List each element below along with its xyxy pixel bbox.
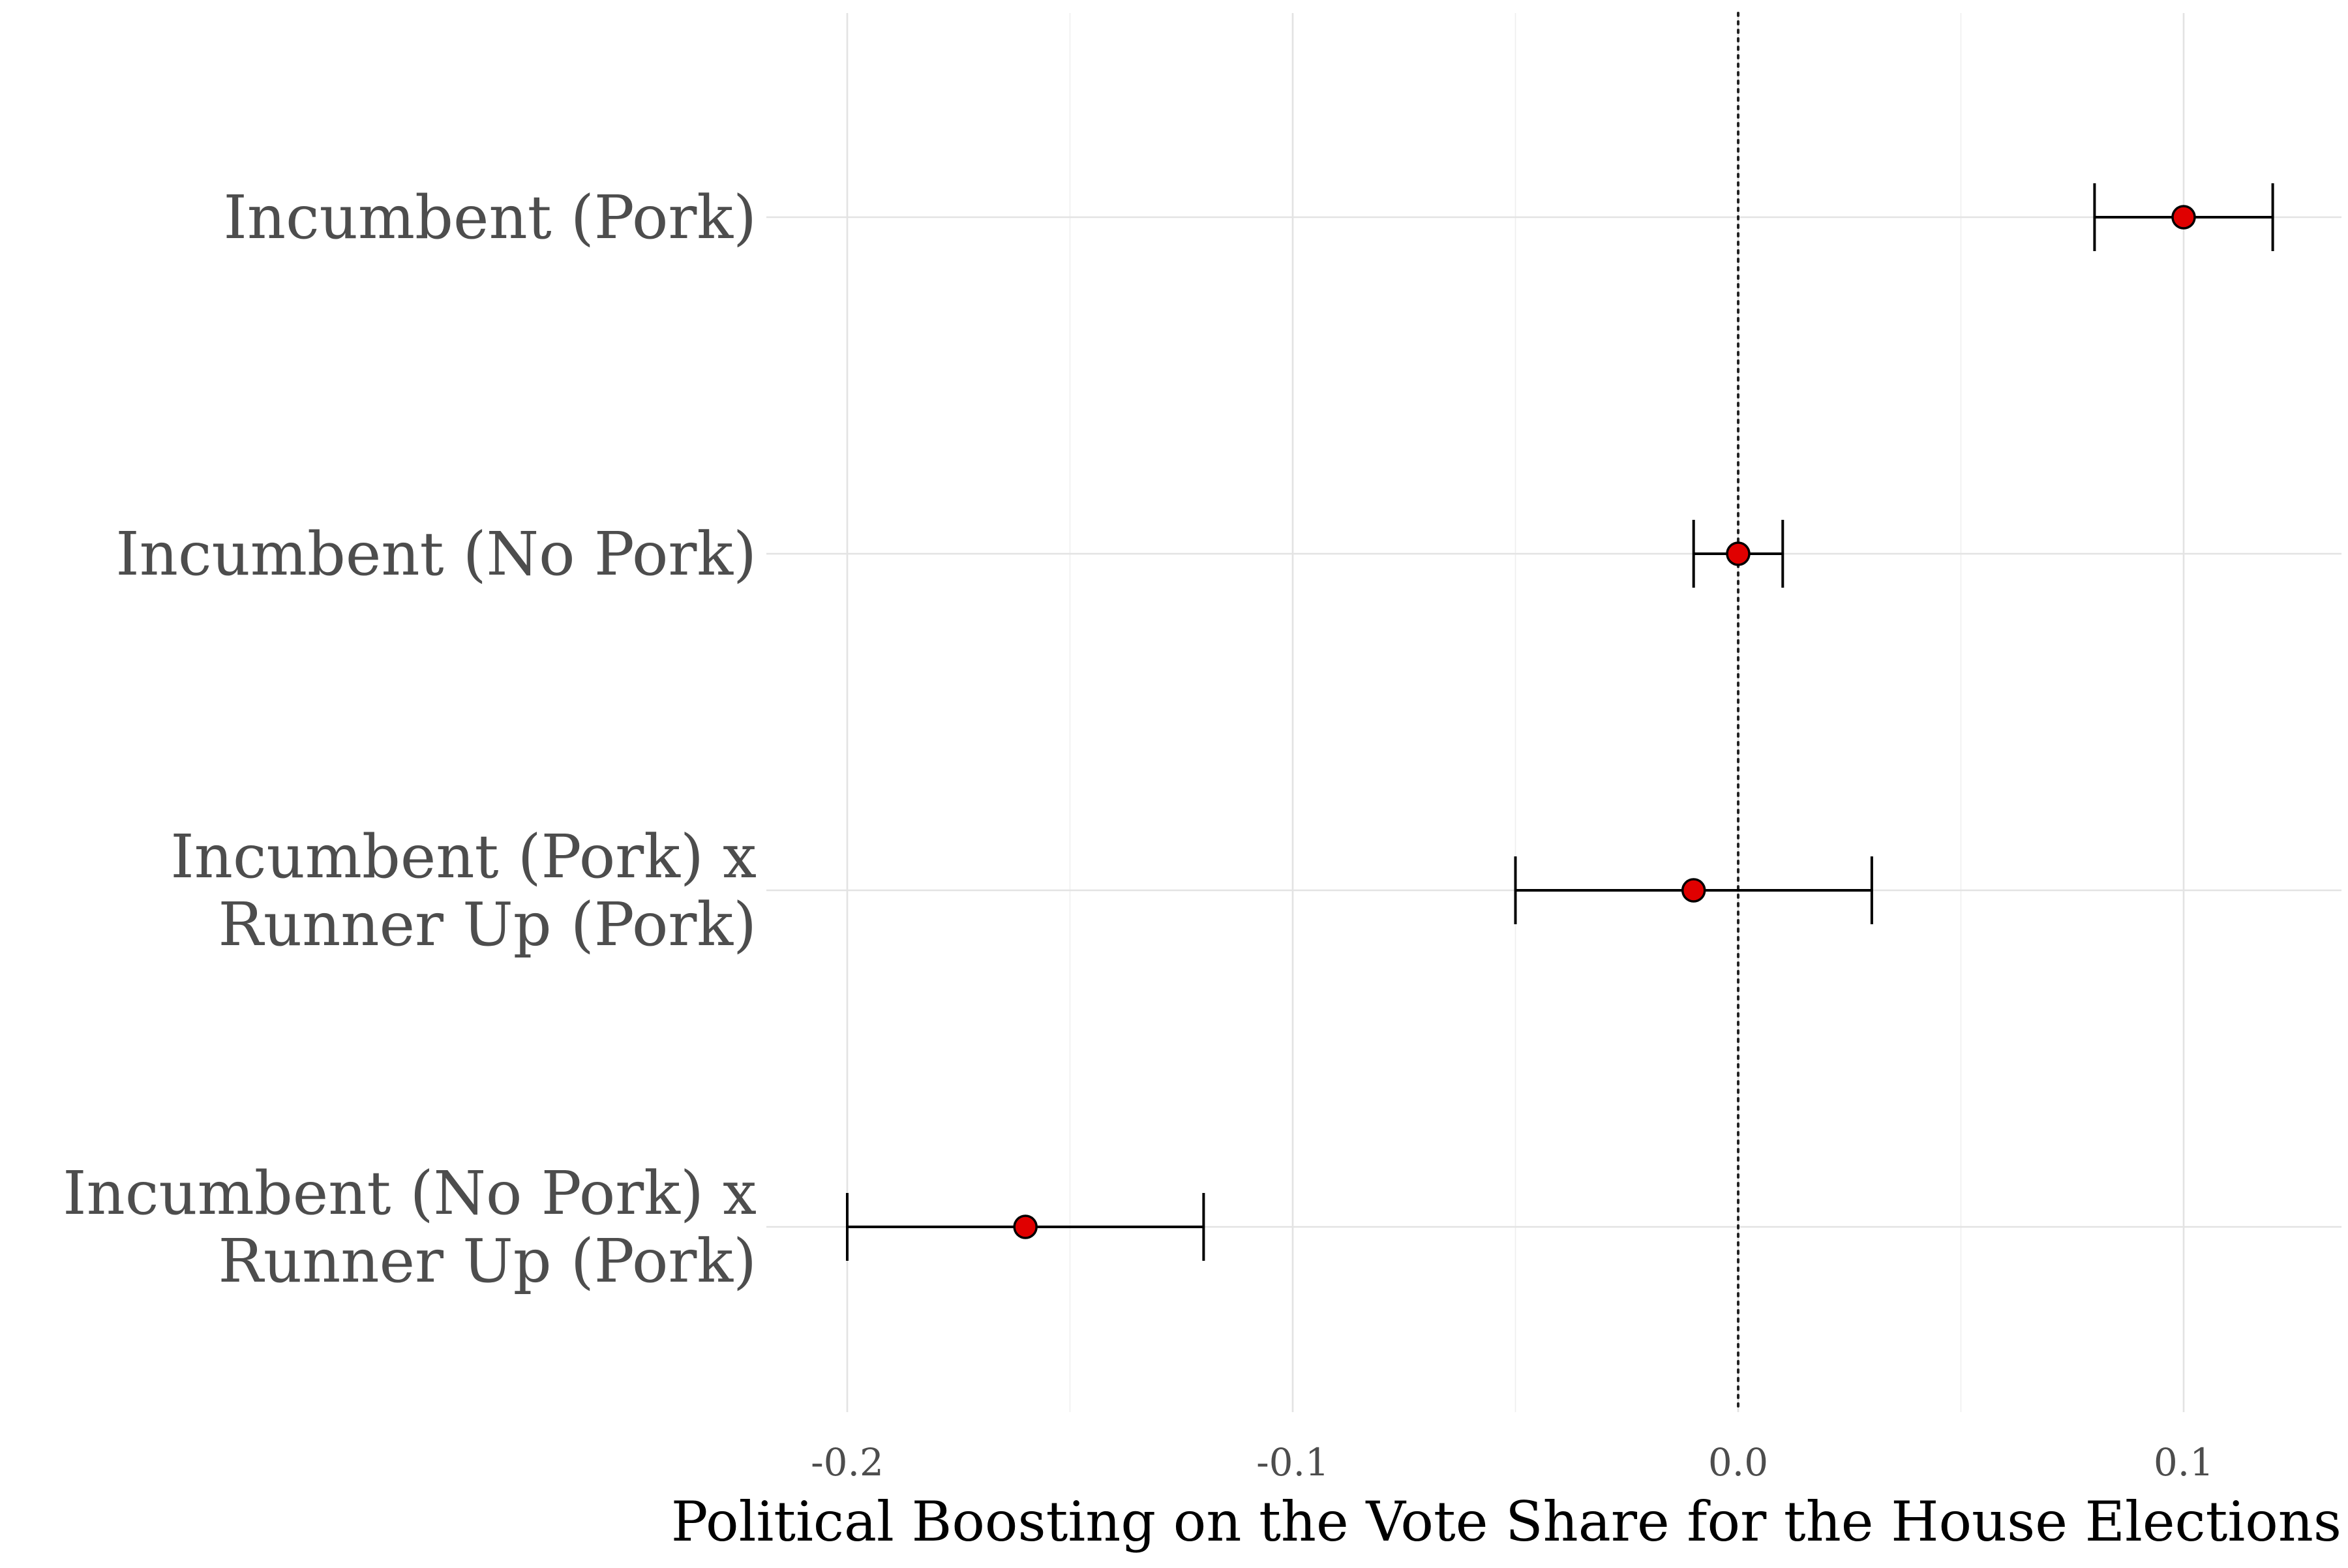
- error-bars: [846, 183, 2274, 1261]
- x-axis-tick-label: -0.1: [1256, 1440, 1329, 1485]
- grid-lines: [766, 13, 2341, 1412]
- x-axis-tick-label: -0.2: [811, 1440, 884, 1485]
- point-estimate: [2171, 205, 2196, 230]
- y-axis-labels: Incumbent (Pork) Incumbent (No Pork) Incum…: [63, 183, 757, 1296]
- x-axis-title: Political Boosting on the Vote Share for…: [671, 1490, 2341, 1554]
- point-estimate: [1013, 1214, 1038, 1239]
- x-axis-tick-labels: -0.2 -0.1 0.0 0.1: [811, 1440, 2214, 1485]
- y-axis-category-label: Runner Up (Pork): [218, 1226, 757, 1296]
- x-axis-tick-label: 0.1: [2154, 1440, 2214, 1485]
- y-axis-category-label: Incumbent (No Pork) x: [63, 1158, 757, 1228]
- y-axis-category-label: Incumbent (No Pork): [115, 519, 757, 589]
- y-axis-category-label: Runner Up (Pork): [218, 890, 757, 959]
- point-estimates: [1013, 205, 2196, 1239]
- point-estimate: [1726, 541, 1751, 566]
- point-estimate: [1681, 878, 1706, 903]
- x-axis-tick-label: 0.0: [1708, 1440, 1768, 1485]
- y-axis-category-label: Incumbent (Pork): [224, 183, 757, 252]
- y-axis-category-label: Incumbent (Pork) x: [170, 822, 757, 892]
